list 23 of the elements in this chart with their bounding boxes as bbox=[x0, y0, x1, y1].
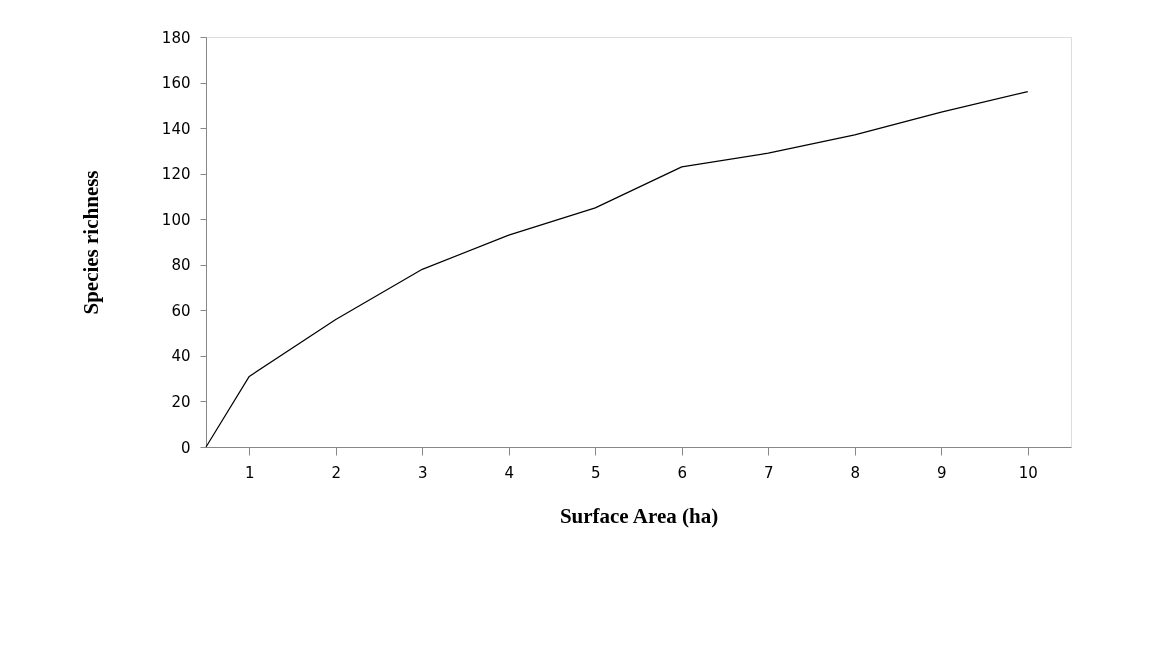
y-axis-title: Species richness bbox=[78, 170, 103, 315]
y-tick-label: 100 bbox=[161, 210, 191, 229]
x-tick-label: 7 bbox=[763, 463, 774, 482]
y-tick-label: 20 bbox=[171, 392, 191, 411]
y-tick-label: 0 bbox=[180, 438, 191, 457]
x-tick-label: 3 bbox=[417, 463, 428, 482]
x-tick-label: 5 bbox=[590, 463, 601, 482]
y-tick-label: 180 bbox=[161, 28, 191, 47]
y-tick-label: 40 bbox=[171, 347, 191, 366]
x-tick-label: 6 bbox=[677, 463, 688, 482]
y-tick-label: 120 bbox=[161, 165, 191, 184]
x-tick-label: 2 bbox=[331, 463, 342, 482]
x-tick-label: 10 bbox=[1018, 463, 1038, 482]
x-tick-label: 9 bbox=[936, 463, 947, 482]
line-series bbox=[205, 91, 1029, 448]
y-tick-label: 140 bbox=[161, 119, 191, 138]
x-axis-title: Surface Area (ha) bbox=[559, 503, 719, 528]
y-tick-label: 160 bbox=[161, 74, 191, 93]
y-tick-label: 80 bbox=[171, 256, 191, 275]
x-tick-label: 8 bbox=[850, 463, 861, 482]
y-tick-label: 60 bbox=[171, 301, 191, 320]
x-tick-label: 1 bbox=[244, 463, 255, 482]
x-tick-label: 4 bbox=[504, 463, 515, 482]
